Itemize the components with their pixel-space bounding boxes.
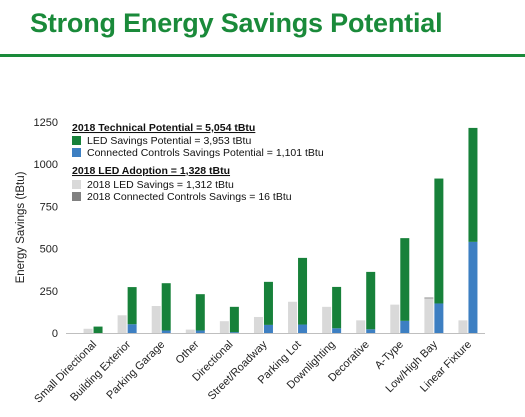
bar-led-potential	[298, 257, 308, 325]
bar-led-potential	[263, 281, 273, 325]
chart-legend: 2018 Technical Potential = 5,054 tBtuLED…	[72, 122, 324, 203]
y-axis-label: Energy Savings (tBtu)	[15, 171, 27, 283]
bar-2018-adoption-led	[185, 329, 195, 333]
y-tick-label: 750	[40, 201, 58, 213]
chart-bars	[83, 127, 478, 333]
legend-2018-connected-controls-label: 2018 Connected Controls Savings = 16 tBt…	[87, 191, 292, 203]
x-tick-label: A-Type	[373, 339, 406, 372]
y-tick-label: 250	[40, 286, 58, 298]
bar-controls-potential	[263, 324, 273, 333]
bar-2018-adoption-led	[356, 320, 366, 333]
bar-controls-potential	[434, 303, 444, 333]
bar-led-potential	[468, 127, 478, 242]
bar-2018-adoption-led	[117, 315, 127, 333]
x-tick-label: Street/Roadway	[206, 338, 270, 402]
bar-2018-adoption-led	[458, 320, 468, 333]
bar-2018-adoption-controls	[424, 297, 434, 299]
chart-axes: 0 250 500 750 1000 1250 Energy Savings (tBtu) S…	[15, 117, 485, 405]
bar-led-potential	[195, 294, 205, 331]
bar-2018-adoption-led	[83, 328, 93, 333]
y-tick-label: 0	[52, 328, 58, 340]
x-tick-label: Building Exterior	[68, 338, 133, 403]
y-tick-label: 1000	[34, 159, 58, 171]
bar-controls-potential	[127, 324, 137, 333]
x-tick-label: Parking Garage	[104, 339, 167, 402]
bar-led-potential	[434, 178, 444, 304]
bar-controls-potential	[161, 330, 171, 333]
bar-led-potential	[127, 287, 137, 325]
bar-led-potential	[400, 238, 410, 321]
bar-led-potential	[366, 271, 376, 330]
y-tick-label: 500	[40, 244, 58, 256]
bar-led-potential	[161, 283, 171, 331]
x-tick-label: Other	[173, 338, 201, 366]
legend-2018-led-savings-swatch	[72, 180, 81, 189]
bar-led-potential	[332, 286, 342, 329]
title-divider	[0, 54, 525, 57]
bar-2018-adoption-led	[288, 301, 298, 333]
bar-controls-potential	[298, 324, 308, 333]
bar-2018-adoption-led	[219, 321, 229, 333]
bar-controls-potential	[400, 320, 410, 333]
legend-connected-controls-potential-swatch	[72, 148, 81, 157]
legend-2018-led-savings-label: 2018 LED Savings = 1,312 tBtu	[87, 179, 234, 191]
bar-2018-adoption-led	[253, 316, 263, 333]
bar-2018-adoption-led	[424, 298, 434, 333]
bar-2018-adoption-led	[322, 306, 332, 333]
bar-controls-potential	[332, 328, 342, 333]
bar-controls-potential	[229, 332, 239, 333]
bar-2018-adoption-led	[151, 305, 161, 333]
slide-title: Strong Energy Savings Potential	[30, 8, 443, 38]
bar-led-potential	[229, 306, 239, 333]
legend-technical-potential-title: 2018 Technical Potential = 5,054 tBtu	[72, 122, 255, 134]
bar-2018-adoption-led	[390, 304, 400, 333]
legend-led-savings-potential-label: LED Savings Potential = 3,953 tBtu	[87, 135, 251, 147]
legend-connected-controls-potential-label: Connected Controls Savings Potential = 1…	[87, 147, 324, 159]
x-tick-label: Small Directional	[32, 339, 99, 406]
bar-controls-potential	[195, 330, 205, 333]
bar-controls-potential	[366, 329, 376, 333]
legend-2018-connected-controls-swatch	[72, 192, 81, 201]
legend-led-savings-potential-swatch	[72, 136, 81, 145]
legend-led-adoption-title: 2018 LED Adoption = 1,328 tBtu	[72, 165, 230, 177]
bar-controls-potential	[468, 241, 478, 333]
bar-led-potential	[93, 326, 103, 333]
y-tick-label: 1250	[34, 117, 58, 129]
